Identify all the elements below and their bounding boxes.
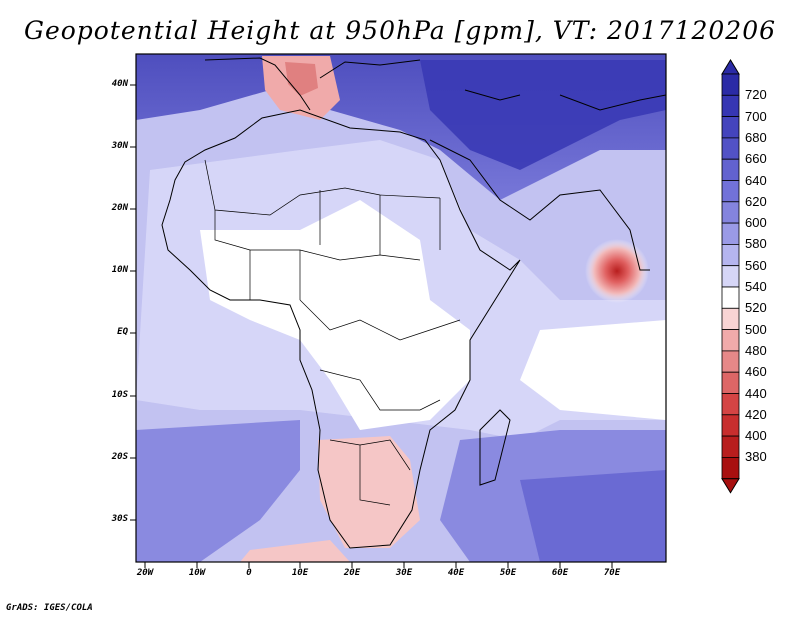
coastlines xyxy=(161,57,666,549)
lon-label-70e: 70E xyxy=(603,568,621,578)
lat-label-20s: 20S xyxy=(111,452,128,462)
lat-label-40n: 40N xyxy=(111,79,128,89)
colorbar-swatch xyxy=(721,393,740,416)
map-panel xyxy=(136,54,666,562)
colorbar-label: 580 xyxy=(745,236,767,252)
colorbar-swatch xyxy=(721,307,740,330)
lat-label-10s: 10S xyxy=(111,390,128,400)
lon-label-60e: 60E xyxy=(551,568,569,578)
colorbar-label: 460 xyxy=(745,364,767,380)
colorbar-label: 520 xyxy=(745,300,767,316)
country-borders xyxy=(204,159,461,506)
colorbar-swatch xyxy=(721,286,740,309)
lat-label-10n: 10N xyxy=(111,265,128,275)
colorbar-label: 560 xyxy=(745,257,767,273)
lat-label-30n: 30N xyxy=(111,141,128,151)
lon-label-10w: 10W xyxy=(188,568,206,578)
colorbar-label: 380 xyxy=(745,449,767,465)
colorbar-label: 660 xyxy=(745,151,767,167)
colorbar-label: 700 xyxy=(745,108,767,124)
colorbar-label: 480 xyxy=(745,342,767,358)
lon-label-20w: 20W xyxy=(136,568,154,578)
lon-label-50e: 50E xyxy=(499,568,517,578)
lat-label-eq: EQ xyxy=(117,327,128,337)
colorbar-swatch xyxy=(721,180,740,203)
lon-label-30e: 30E xyxy=(395,568,413,578)
colorbar-swatch xyxy=(721,158,740,181)
southern-africa-low xyxy=(318,436,420,548)
lon-label-0: 0 xyxy=(246,568,252,578)
colorbar-label: 500 xyxy=(745,321,767,337)
colorbar-swatch xyxy=(721,116,740,139)
lon-label-10e: 10E xyxy=(291,568,309,578)
lon-label-20e: 20E xyxy=(343,568,361,578)
colorbar-swatch xyxy=(721,456,740,480)
colorbar-arrow-top xyxy=(721,59,740,75)
colorbar-swatch xyxy=(721,137,740,160)
colorbar-swatch xyxy=(721,414,740,437)
colorbar-swatch xyxy=(721,222,740,245)
colorbar-label: 400 xyxy=(745,428,767,444)
colorbar-swatch xyxy=(721,201,740,224)
grads-credit: GrADS: IGES/COLA xyxy=(6,603,93,613)
south-ocean-deep xyxy=(520,470,666,562)
colorbar-label: 680 xyxy=(745,129,767,145)
lat-label-20n: 20N xyxy=(111,203,128,213)
colorbar-label: 420 xyxy=(745,406,767,422)
axis-ticks xyxy=(130,84,613,568)
colorbar-swatch xyxy=(721,435,740,458)
colorbar-swatch xyxy=(721,350,740,373)
lat-label-30s: 30S xyxy=(111,514,128,524)
map-frame xyxy=(135,53,667,563)
middle-east-high xyxy=(420,60,666,170)
cape-low xyxy=(240,540,350,562)
arabian-sea-cyclone xyxy=(585,239,649,303)
colorbar-arrow-bottom xyxy=(721,478,740,494)
colorbar-swatch xyxy=(721,73,740,96)
map-title: Geopotential Height at 950hPa [gpm], VT:… xyxy=(23,16,777,45)
colorbar xyxy=(721,59,740,494)
colorbar-swatch xyxy=(721,329,740,352)
colorbar-label: 640 xyxy=(745,172,767,188)
colorbar-label: 620 xyxy=(745,193,767,209)
colorbar-label: 720 xyxy=(745,87,767,103)
colorbar-swatch xyxy=(721,94,740,118)
colorbar-swatch xyxy=(721,265,740,288)
south-ocean-low-west xyxy=(136,420,300,562)
colorbar-label: 600 xyxy=(745,215,767,231)
colorbar-swatch xyxy=(721,243,740,267)
lon-label-40e: 40E xyxy=(447,568,465,578)
colorbar-swatch xyxy=(721,371,740,394)
east-ocean-white xyxy=(520,320,666,420)
colorbar-label: 440 xyxy=(745,385,767,401)
colorbar-label: 540 xyxy=(745,279,767,294)
